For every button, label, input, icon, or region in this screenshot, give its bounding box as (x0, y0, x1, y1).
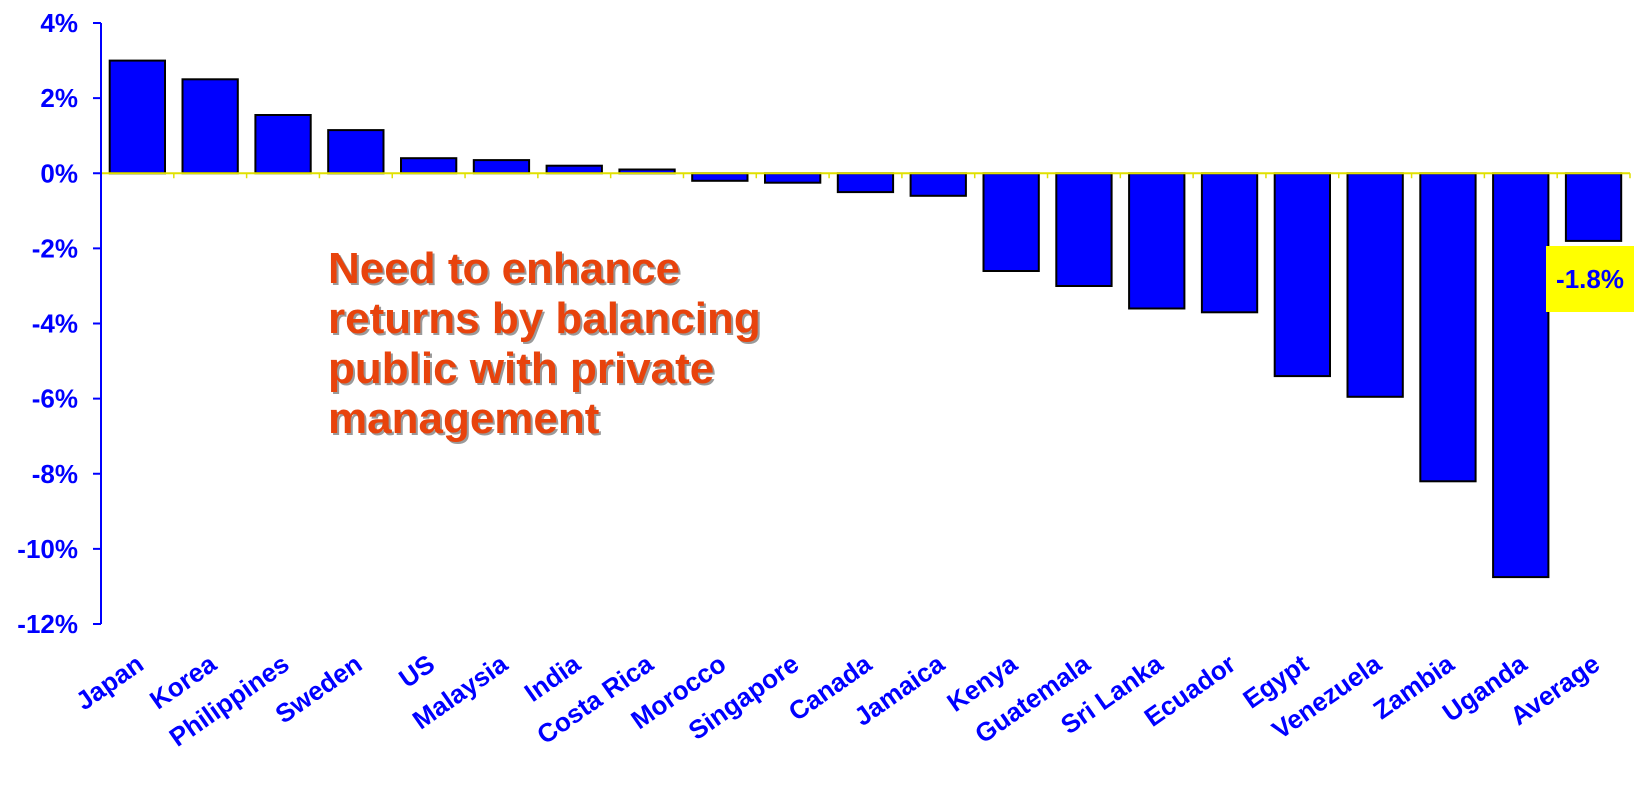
bar (1564, 172, 1623, 242)
bar (108, 59, 166, 175)
bar (1200, 172, 1259, 314)
annotation-line: Need to enhance (328, 244, 681, 293)
annotation-line: public with private (328, 344, 715, 393)
bar (1273, 172, 1331, 378)
bar (909, 172, 967, 197)
bar (691, 172, 749, 182)
annotation-text: Need to enhance returns by balancing pub… (328, 244, 888, 444)
x-tick-label: Japan (70, 648, 149, 716)
bar (1492, 172, 1550, 579)
bar (545, 164, 603, 175)
y-tick-label: -4% (32, 309, 78, 339)
bar (327, 129, 385, 175)
bar (181, 78, 239, 175)
y-tick-label: -12% (17, 609, 78, 639)
y-tick-label: -2% (32, 233, 78, 263)
bar (1055, 172, 1113, 287)
y-tick-label: 2% (40, 83, 78, 113)
annotation-line: returns by balancing (328, 294, 761, 343)
bar (1346, 172, 1404, 398)
y-tick-label: -8% (32, 459, 78, 489)
y-tick-label: 4% (40, 8, 78, 38)
bar (254, 114, 312, 175)
y-tick-label: 0% (40, 158, 78, 188)
y-tick-label: -10% (17, 534, 78, 564)
bar (400, 157, 458, 175)
annotation-line: management (328, 394, 600, 443)
bar (764, 172, 822, 184)
y-tick-label: -6% (32, 384, 78, 414)
x-tick-label: US (393, 648, 440, 693)
bar (472, 159, 531, 175)
bar (1419, 172, 1477, 483)
average-callout: -1.8% (1546, 246, 1634, 312)
bar (1128, 172, 1186, 310)
bar (982, 172, 1040, 272)
y-axis: 4% 2% 0% -2% -4% -6% -8% -10% -12% (17, 8, 1631, 639)
bars-group (108, 59, 1623, 579)
bar (836, 172, 895, 194)
